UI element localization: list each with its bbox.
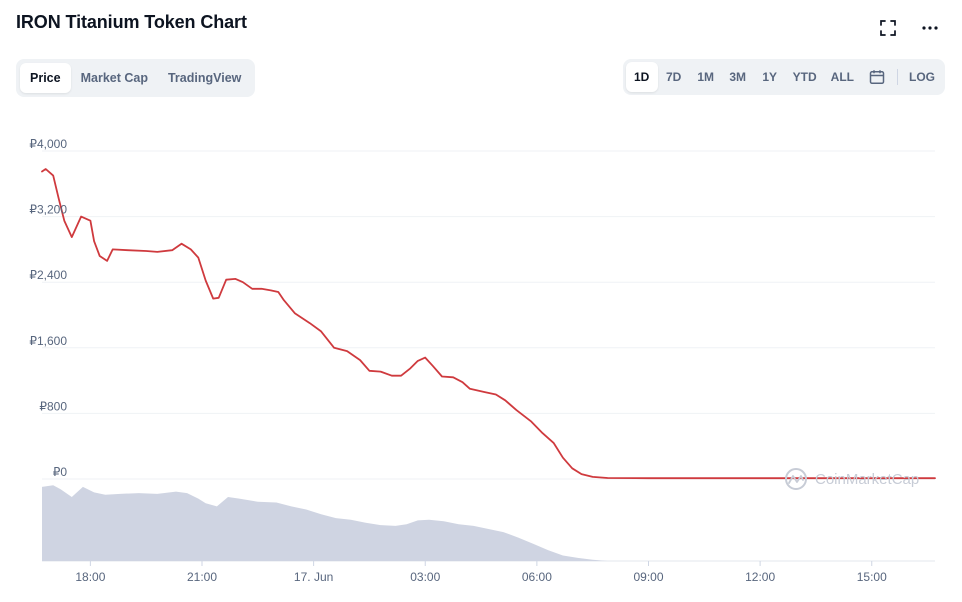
calendar-button[interactable] [861, 62, 893, 92]
range-1y[interactable]: 1Y [762, 70, 778, 84]
x-tick-label: 12:00 [745, 570, 775, 584]
volume-area [42, 485, 608, 561]
y-tick-label: ₽4,000 [29, 137, 67, 151]
x-tick-label: 18:00 [75, 570, 105, 584]
range-ytd[interactable]: YTD [792, 70, 817, 84]
x-tick-label: 06:00 [522, 570, 552, 584]
chart-type-tabs: Price Market Cap TradingView [16, 59, 256, 97]
page-title: IRON Titanium Token Chart [16, 12, 247, 32]
tab-market-cap[interactable]: Market Cap [80, 71, 148, 85]
y-tick-label: ₽3,200 [29, 203, 67, 217]
fullscreen-icon[interactable] [878, 18, 898, 38]
x-tick-label: 21:00 [187, 570, 217, 584]
calendar-icon [869, 70, 885, 85]
range-all[interactable]: ALL [830, 70, 854, 84]
x-axis: 18:00 21:00 17. Jun 03:00 06:00 09:00 12:00 15:… [75, 561, 887, 584]
price-layer [41, 168, 936, 480]
y-axis: ₽0 ₽800 ₽1,600 ₽2,400 ₽3,200 ₽4,000 [29, 137, 67, 479]
x-tick-label: 15:00 [857, 570, 887, 584]
watermark: CoinMarketCap [785, 468, 919, 490]
y-tick-label: ₽1,600 [29, 334, 67, 348]
y-tick-label: ₽0 [53, 465, 68, 479]
range-1m[interactable]: 1M [697, 70, 714, 84]
x-tick-label: 09:00 [633, 570, 663, 584]
coinmarketcap-logo-icon [785, 468, 807, 490]
x-tick-label: 17. Jun [294, 570, 333, 584]
y-tick-label: ₽800 [39, 399, 67, 413]
more-icon[interactable] [920, 18, 940, 38]
range-divider [897, 69, 898, 85]
price-line [41, 168, 936, 480]
time-range-selector: 1D 7D 1M 3M 1Y YTD ALL LOG [622, 59, 945, 95]
watermark-text: CoinMarketCap [815, 471, 919, 488]
volume-layer [42, 485, 608, 561]
y-tick-label: ₽2,400 [29, 268, 67, 282]
range-3m[interactable]: 3M [729, 70, 746, 84]
tab-tradingview[interactable]: TradingView [167, 71, 242, 85]
log-toggle[interactable]: LOG [909, 70, 935, 84]
tab-price[interactable]: Price [20, 63, 71, 93]
header-actions [878, 18, 940, 38]
range-7d[interactable]: 7D [666, 70, 682, 84]
x-tick-label: 03:00 [410, 570, 440, 584]
range-1d[interactable]: 1D [625, 62, 658, 92]
